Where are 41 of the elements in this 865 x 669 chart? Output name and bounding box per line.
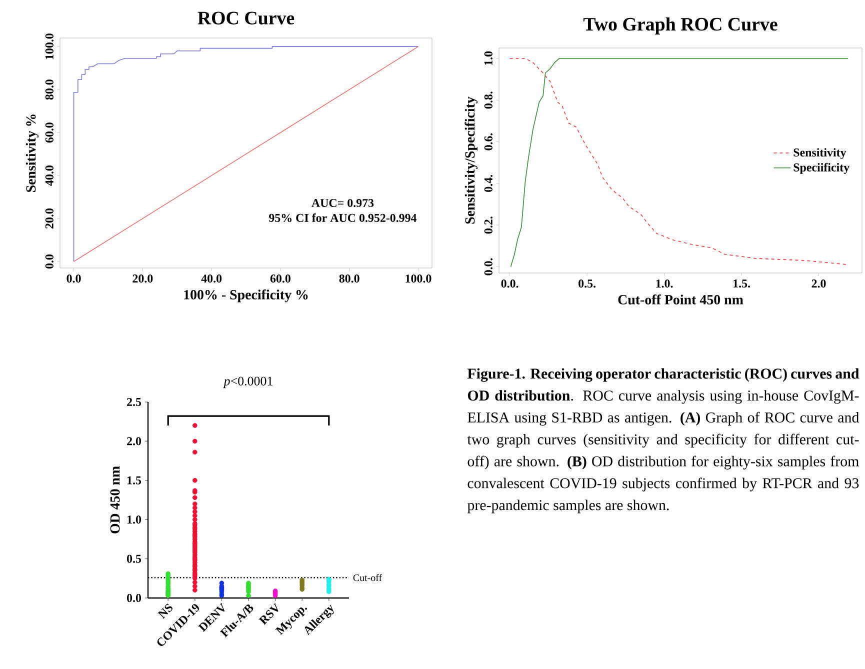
legend-label: Speciificity bbox=[794, 162, 850, 174]
x-tick-label: 1.0. bbox=[656, 280, 673, 288]
x-tick-label: 2.0 bbox=[812, 280, 826, 288]
y-tick-label: 0.0 bbox=[127, 594, 142, 602]
chart-title: Two Graph ROC Curve bbox=[583, 17, 778, 34]
x-tick-label: 0.5. bbox=[578, 280, 596, 288]
y-tick-label: 40.0 bbox=[45, 166, 54, 186]
x-axis-title: 100% - Specificity % bbox=[184, 289, 308, 302]
y-tick-label: 0.5 bbox=[127, 554, 142, 563]
y-axis-title: Sensitivity/Specificity bbox=[464, 96, 478, 224]
y-tick-label: 1.0 bbox=[484, 51, 492, 65]
y-tick-label: 0.4. bbox=[484, 174, 492, 192]
y-tick-label: 0.6. bbox=[484, 133, 492, 150]
y-tick-label: 2.0 bbox=[127, 437, 142, 446]
annotation: 95% CI for AUC 0.952-0.994 bbox=[269, 213, 417, 222]
y-tick-label: 60.0 bbox=[45, 122, 54, 143]
x-tick-label: 80.0 bbox=[339, 274, 360, 283]
y-tick-label: 100.0 bbox=[45, 34, 54, 60]
x-tick-label: 1.5. bbox=[734, 280, 750, 288]
ref-line-label: Cut-off bbox=[353, 574, 382, 582]
y-tick-label: 0.2. bbox=[484, 216, 492, 234]
text: Figure-1. Receiving operator characteristic (ROC) curves and OD distribution. ROC curve analysis using in-house CovIgM-ELISA using S1-RBD as antigen. (A) Graph of ROC curve and two graph curves (sensitivity and specificity for different cut-off) are shown. (B) OD distribution for eighty-six samples from convalescent COVID-19 subjects confirmed by RT-PCR and 93 pre-pandemic samples are shown. bbox=[467, 368, 860, 514]
x-tick-label: 40.0 bbox=[201, 274, 222, 283]
y-tick-label: 20.0 bbox=[45, 208, 54, 229]
y-tick-label: 1.5 bbox=[128, 476, 142, 484]
chart-title: ROC Curve bbox=[198, 12, 294, 24]
y-tick-label: 2.5 bbox=[127, 398, 142, 406]
x-tick-label: 100.0 bbox=[406, 274, 432, 283]
y-axis-title: OD 450 nm bbox=[110, 466, 120, 534]
y-tick-label: 0.0 bbox=[45, 254, 54, 269]
x-axis-title: Cut-off Point 450 nm bbox=[618, 294, 744, 304]
y-tick-label: 80.0 bbox=[45, 80, 54, 100]
legend-label: Sensitivity bbox=[794, 148, 846, 160]
x-tick-label: 0.0. bbox=[501, 280, 518, 288]
x-tick-label: 60.0 bbox=[270, 274, 290, 283]
y-tick-label: 1.0 bbox=[128, 516, 142, 524]
y-axis-title: Sensitivity % bbox=[26, 114, 39, 192]
x-tick-label: 0.0 bbox=[66, 274, 81, 283]
annotation: AUC= 0.973 bbox=[312, 198, 374, 208]
y-tick-label: 0.8. bbox=[484, 92, 492, 109]
text: p<0.0001 bbox=[223, 376, 272, 388]
